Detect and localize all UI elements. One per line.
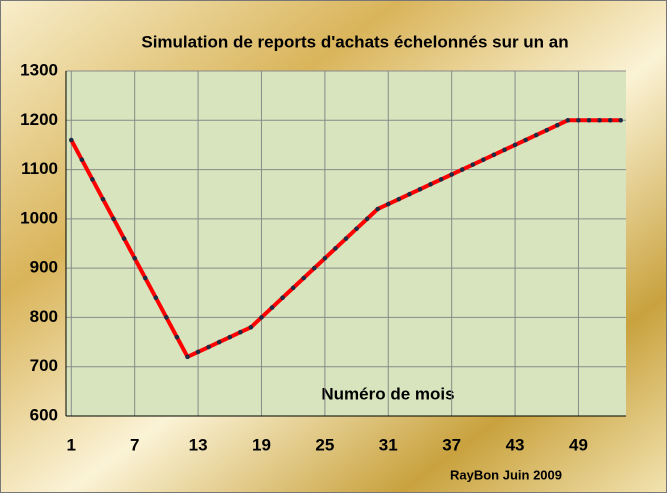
point: [438, 177, 444, 182]
x-tick-label: 31: [379, 435, 398, 454]
point: [195, 349, 201, 355]
point: [544, 127, 550, 133]
point: [111, 216, 116, 222]
point: [597, 117, 602, 123]
point: [491, 152, 497, 158]
point: [79, 157, 85, 163]
point: [164, 315, 169, 320]
x-tick-label: 19: [252, 435, 271, 454]
point: [607, 117, 613, 123]
point: [248, 324, 254, 330]
plot-area: [66, 71, 626, 416]
point: [301, 275, 307, 281]
point: [512, 142, 518, 148]
point: [90, 177, 95, 182]
x-tick-label: 25: [315, 435, 334, 454]
point: [470, 162, 476, 167]
point: [142, 275, 148, 281]
point: [343, 236, 349, 241]
y-tick-label: 1300: [20, 60, 58, 79]
point: [216, 339, 222, 345]
point: [502, 147, 507, 153]
point: [364, 216, 370, 222]
x-tick-label: 13: [189, 435, 208, 454]
point: [533, 132, 539, 138]
point: [565, 117, 571, 123]
point: [312, 265, 317, 271]
point: [396, 196, 402, 202]
y-tick-label: 800: [30, 307, 58, 326]
point: [100, 196, 106, 202]
point: [153, 295, 159, 301]
point: [269, 305, 275, 310]
x-tick-label: 1: [67, 435, 76, 454]
point: [586, 117, 592, 123]
point: [174, 334, 180, 340]
point: [121, 236, 127, 241]
point: [132, 255, 137, 261]
point: [407, 191, 412, 197]
point: [385, 201, 391, 207]
credit: RayBon Juin 2009: [450, 467, 562, 482]
point: [618, 117, 624, 123]
point: [375, 206, 380, 212]
point: [280, 295, 285, 301]
y-tick-label: 1000: [20, 208, 58, 227]
point: [354, 226, 359, 232]
y-tick-label: 1100: [21, 159, 58, 178]
y-tick-label: 900: [30, 258, 58, 277]
y-tick-label: 700: [30, 356, 58, 375]
point: [523, 137, 528, 143]
chart-title: Simulation de reports d'achats échelonné…: [141, 32, 568, 51]
point: [68, 137, 74, 143]
x-tick-label: 43: [506, 435, 525, 454]
point: [459, 167, 465, 172]
y-tick-label: 1200: [20, 110, 58, 129]
point: [206, 344, 211, 350]
x-tick-label: 7: [130, 435, 139, 454]
point: [481, 157, 486, 163]
point: [428, 182, 433, 187]
point: [333, 246, 338, 251]
x-tick-label: 37: [442, 435, 461, 454]
x-tick-label: 49: [569, 435, 588, 454]
point: [417, 186, 423, 192]
point: [238, 329, 243, 335]
point: [185, 354, 190, 360]
point: [290, 285, 296, 291]
point: [259, 315, 264, 320]
point: [227, 334, 233, 340]
point: [555, 122, 560, 128]
point: [449, 172, 454, 177]
y-tick-label: 600: [30, 405, 58, 424]
point: [322, 255, 328, 261]
point: [576, 117, 581, 123]
